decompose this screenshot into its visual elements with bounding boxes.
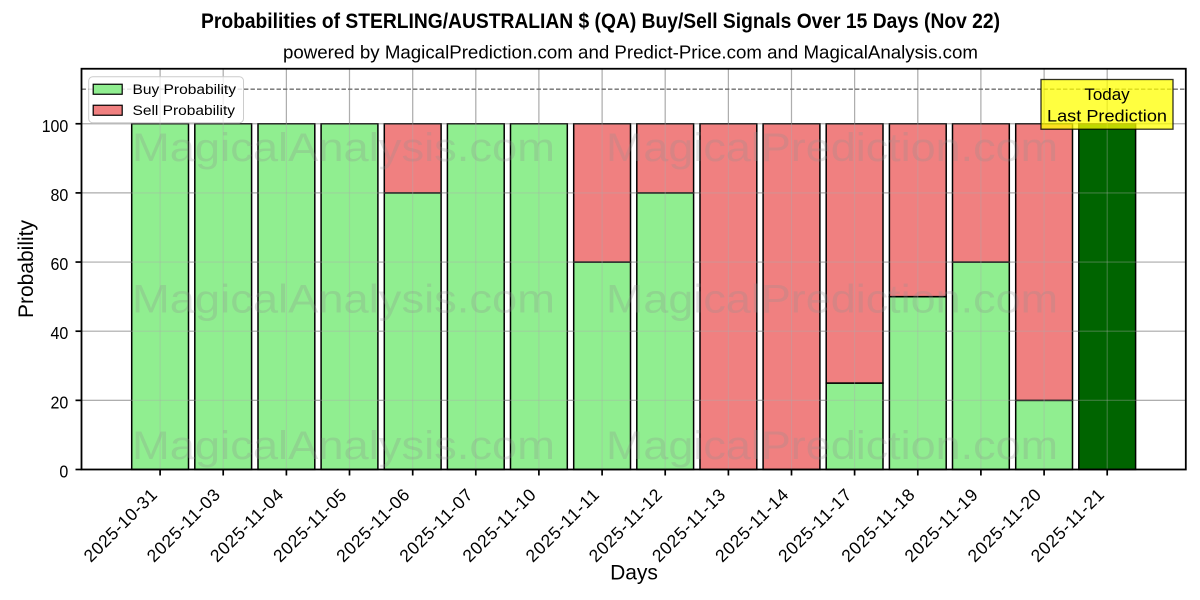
svg-text:MagicalAnalysis.com: MagicalAnalysis.com [132, 126, 555, 170]
svg-text:60: 60 [51, 254, 69, 274]
svg-text:Buy Probability: Buy Probability [133, 82, 237, 97]
svg-text:80: 80 [51, 185, 69, 205]
svg-text:0: 0 [59, 462, 68, 482]
svg-text:Sell Probability: Sell Probability [133, 103, 236, 118]
svg-text:MagicalAnalysis.com: MagicalAnalysis.com [132, 424, 555, 468]
svg-text:MagicalPrediction.com: MagicalPrediction.com [606, 424, 1058, 468]
svg-text:Probability: Probability [15, 219, 38, 318]
svg-text:Probabilities of STERLING/AUST: Probabilities of STERLING/AUSTRALIAN $ (… [201, 10, 1000, 33]
svg-text:MagicalAnalysis.com: MagicalAnalysis.com [132, 278, 555, 322]
svg-text:Last Prediction: Last Prediction [1047, 107, 1167, 126]
svg-text:MagicalPrediction.com: MagicalPrediction.com [606, 126, 1058, 170]
svg-text:powered by MagicalPrediction.c: powered by MagicalPrediction.com and Pre… [283, 43, 978, 63]
svg-text:20: 20 [51, 392, 69, 412]
svg-text:40: 40 [51, 323, 69, 343]
svg-text:MagicalPrediction.com: MagicalPrediction.com [606, 278, 1058, 322]
svg-text:Today: Today [1084, 85, 1130, 104]
svg-text:Days: Days [610, 562, 658, 585]
svg-text:100: 100 [42, 116, 69, 136]
